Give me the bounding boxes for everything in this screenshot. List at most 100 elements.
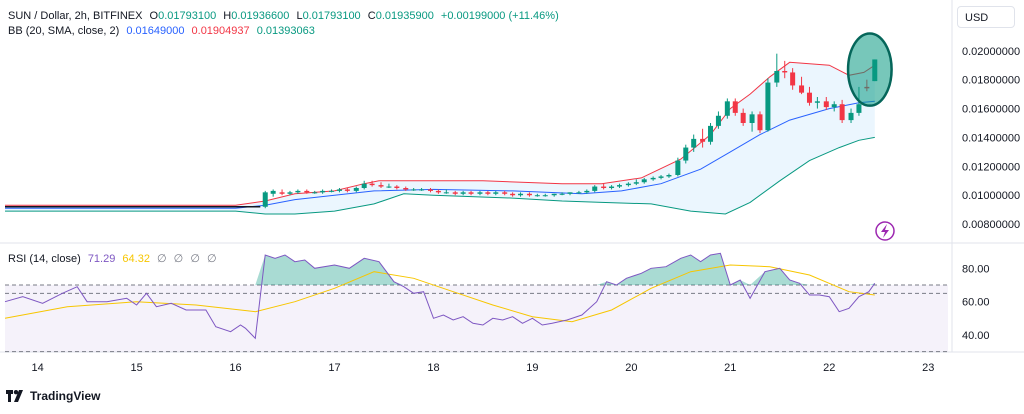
candle: [675, 157, 681, 177]
price-tick-label: 0.01600000: [962, 104, 1020, 116]
candle-body: [403, 188, 409, 190]
candle: [329, 189, 335, 193]
tradingview-logo-icon: [6, 390, 23, 402]
high-label: H: [223, 10, 232, 22]
rsi-tick-label: 80.00: [962, 263, 990, 275]
time-tick-label: 17: [328, 362, 340, 374]
candle-body: [576, 192, 582, 194]
candle-body: [295, 190, 301, 193]
candle: [287, 190, 293, 196]
candle-body: [526, 193, 532, 196]
candle: [658, 175, 664, 180]
time-tick-label: 14: [32, 362, 44, 374]
candle: [683, 144, 689, 164]
candle: [839, 99, 845, 123]
candle-body: [641, 179, 647, 183]
candle-body: [312, 192, 318, 194]
rsi-ma-line: [4, 264, 875, 323]
candle-body: [658, 176, 664, 178]
candle-body: [675, 160, 681, 175]
price-tick-label: 0.01800000: [962, 75, 1020, 87]
candle: [542, 193, 548, 197]
candle-body: [411, 189, 417, 191]
candle-body: [609, 186, 615, 188]
candle-body: [518, 193, 524, 196]
candle: [782, 60, 788, 79]
price-tick-label: 0.01400000: [962, 132, 1020, 144]
candle-body: [625, 183, 631, 186]
bb-lower-line: [5, 136, 875, 215]
candle: [749, 111, 755, 132]
candle: [312, 190, 318, 194]
candle-body: [790, 72, 796, 86]
candle: [625, 182, 631, 187]
candle-body: [386, 186, 392, 188]
candle: [353, 186, 359, 193]
candle: [270, 189, 276, 197]
candle: [799, 76, 805, 95]
candle-body: [691, 138, 697, 148]
candle: [526, 192, 532, 197]
bb-upper-value: 0.01904937: [191, 25, 250, 37]
currency-button[interactable]: USD: [957, 6, 1015, 28]
na-value-3: ∅: [190, 253, 200, 265]
candle-body: [394, 186, 400, 188]
candle-body: [435, 190, 441, 193]
candle: [724, 98, 730, 119]
candle: [584, 189, 590, 194]
candle: [774, 53, 780, 87]
candle: [411, 188, 417, 191]
candle: [633, 179, 639, 186]
candle-body: [700, 138, 706, 142]
candle-body: [279, 192, 285, 194]
candle: [814, 97, 820, 109]
candle-body: [848, 112, 854, 121]
candle: [394, 185, 400, 190]
candle-body: [799, 85, 805, 93]
rsi-legend: RSI (14, close) 71.29 64.32 ∅ ∅ ∅ ∅: [8, 252, 221, 266]
candle: [468, 190, 474, 196]
candle-body: [559, 193, 565, 195]
candle-body: [715, 115, 721, 126]
candle: [831, 101, 837, 112]
time-tick-label: 23: [922, 362, 934, 374]
candle: [559, 192, 565, 196]
change-value: +0.00199000 (+11.46%): [440, 10, 559, 22]
price-tick-label: 0.02000000: [962, 46, 1020, 58]
candle-body: [666, 175, 672, 177]
candle: [427, 188, 433, 193]
candle: [551, 193, 557, 197]
candle-body: [452, 192, 458, 194]
candle-body: [683, 147, 689, 161]
candle-body: [732, 101, 738, 113]
candle: [279, 189, 285, 196]
candle-body: [856, 104, 862, 113]
candle-body: [460, 192, 466, 194]
time-tick-label: 15: [130, 362, 142, 374]
candle-body: [839, 104, 845, 121]
candle-body: [806, 92, 812, 103]
lightning-icon-bolt: [881, 224, 889, 238]
time-tick-label: 16: [229, 362, 241, 374]
brand-name: TradingView: [30, 389, 101, 403]
candle: [361, 180, 367, 190]
candle: [666, 173, 672, 178]
rsi-overbought-fill: [5, 253, 875, 285]
bb-lower-value: 0.01393063: [256, 25, 315, 37]
tradingview-logo[interactable]: TradingView: [6, 388, 100, 404]
candle-body: [601, 186, 607, 188]
candle-body: [740, 112, 746, 123]
candle: [485, 190, 491, 196]
candle-body: [592, 186, 598, 191]
low-label: L: [296, 10, 303, 22]
candle: [740, 108, 746, 126]
candle: [650, 176, 656, 181]
candle: [403, 186, 409, 191]
candle: [708, 123, 714, 145]
candle: [790, 68, 796, 90]
candle: [386, 183, 392, 188]
candle-body: [782, 71, 788, 73]
candle: [715, 111, 721, 129]
